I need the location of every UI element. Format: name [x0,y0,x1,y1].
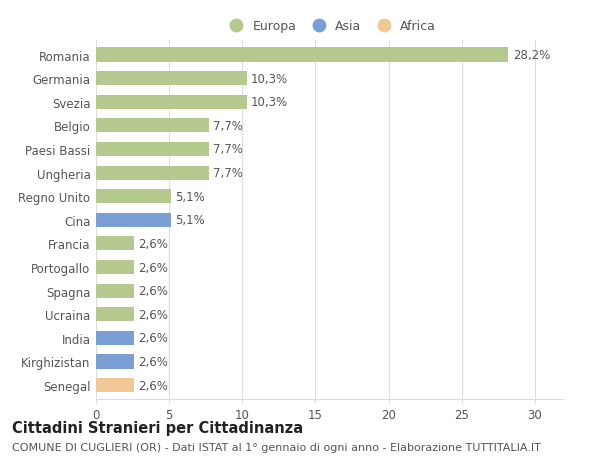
Bar [96,354,134,369]
Bar [96,48,508,62]
Text: 5,1%: 5,1% [175,214,205,227]
Bar [96,331,134,345]
Bar [96,284,134,298]
Text: 7,7%: 7,7% [213,143,243,156]
Text: 2,6%: 2,6% [139,237,168,250]
Text: 5,1%: 5,1% [175,190,205,203]
Bar [96,190,170,204]
Bar [96,260,134,274]
Bar [96,143,209,157]
Bar [96,166,209,180]
Bar [96,308,134,322]
Text: 7,7%: 7,7% [213,120,243,133]
Text: 2,6%: 2,6% [139,308,168,321]
Text: 10,3%: 10,3% [251,96,288,109]
Text: 2,6%: 2,6% [139,285,168,297]
Bar [96,95,247,110]
Text: 2,6%: 2,6% [139,379,168,392]
Text: 7,7%: 7,7% [213,167,243,179]
Bar [96,237,134,251]
Bar [96,213,170,227]
Text: 28,2%: 28,2% [513,49,550,62]
Text: 10,3%: 10,3% [251,73,288,85]
Bar [96,72,247,86]
Legend: Europa, Asia, Africa: Europa, Asia, Africa [219,15,441,38]
Text: COMUNE DI CUGLIERI (OR) - Dati ISTAT al 1° gennaio di ogni anno - Elaborazione T: COMUNE DI CUGLIERI (OR) - Dati ISTAT al … [12,442,541,452]
Text: 2,6%: 2,6% [139,355,168,368]
Bar [96,378,134,392]
Text: 2,6%: 2,6% [139,261,168,274]
Text: 2,6%: 2,6% [139,331,168,345]
Bar [96,119,209,133]
Text: Cittadini Stranieri per Cittadinanza: Cittadini Stranieri per Cittadinanza [12,420,303,435]
